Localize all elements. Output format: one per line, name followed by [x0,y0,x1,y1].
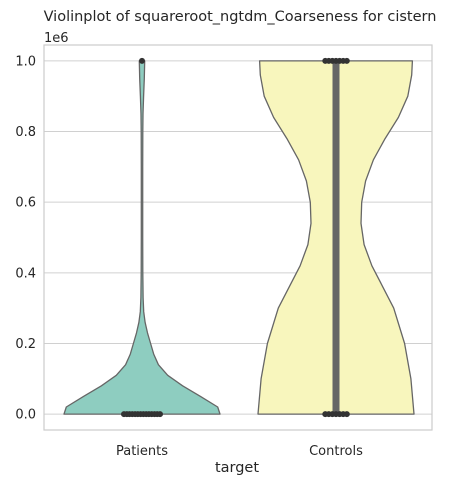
y-tick-label: 0.2 [15,337,36,352]
inner-boxes [332,60,340,415]
data-point [157,411,163,418]
box-controls [332,60,340,415]
plot-frame [43,44,433,431]
y-tick-labels: 0.0 0.2 0.4 0.6 0.8 1.0 [15,54,36,422]
y-tick-label: 0.4 [15,266,36,281]
y-tick-label: 0.6 [15,196,36,211]
y-offset-label: 1e6 [44,31,69,46]
x-axis-label: target [215,460,259,476]
data-points [121,57,350,418]
y-tick-label: 1.0 [15,54,36,69]
data-point [343,411,350,418]
chart-title: Violinplot of squareroot_ngtdm_Coarsenes… [44,9,437,25]
x-tick-labels: Patients Controls [116,444,363,459]
violin-patients [63,60,221,415]
x-tick-label: Controls [309,444,363,459]
violins [63,60,415,415]
data-point [343,57,350,64]
y-tick-label: 0.0 [15,408,36,423]
data-point [139,57,145,64]
x-tick-label: Patients [116,444,168,459]
y-tick-label: 0.8 [15,125,36,140]
